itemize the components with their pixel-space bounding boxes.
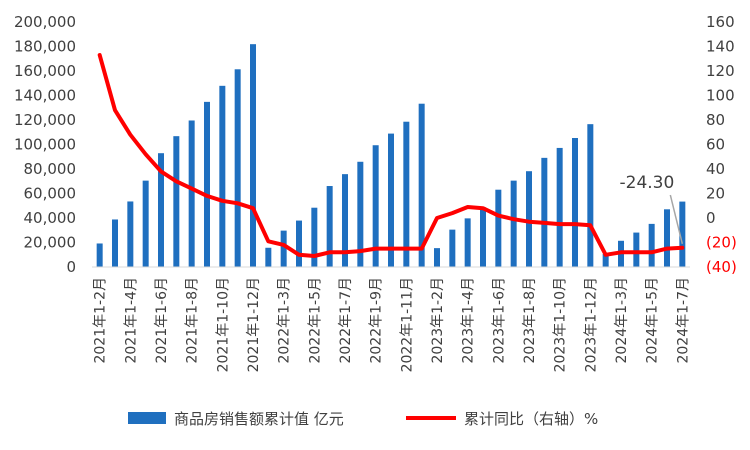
x-tick-label: 2024年1-3月 — [614, 277, 630, 364]
bar — [127, 201, 134, 267]
bar — [342, 174, 348, 267]
x-tick-label: 2022年1-11月 — [399, 277, 415, 372]
y-right-tick-label: 100 — [706, 87, 735, 105]
y-left-tick-label: 60,000 — [24, 185, 77, 203]
x-tick-label: 2021年1-12月 — [246, 277, 262, 372]
x-tick-label: 2021年1-4月 — [123, 277, 139, 364]
bar — [296, 220, 302, 267]
bar — [326, 186, 333, 267]
x-tick-label: 2021年1-2月 — [93, 277, 109, 364]
y-right-tick-label: (20) — [706, 234, 737, 252]
annotation-leader-line — [669, 194, 684, 244]
bar — [602, 254, 609, 267]
x-tick-label: 2023年1-2月 — [430, 277, 446, 364]
y-left-tick-label: 100,000 — [14, 136, 76, 154]
x-tick-label: 2023年1-12月 — [583, 277, 599, 372]
bar — [679, 201, 686, 267]
bar — [280, 230, 287, 267]
legend-bar-swatch — [128, 412, 166, 424]
x-tick-label: 2023年1-8月 — [522, 277, 538, 364]
legend-bar-label: 商品房销售额累计值 亿元 — [174, 410, 344, 428]
y-left-tick-label: 40,000 — [24, 209, 77, 227]
y-left-tick-label: 200,000 — [14, 13, 76, 31]
bar — [234, 69, 241, 267]
x-tick-label: 2024年1-7月 — [675, 277, 691, 364]
bar — [572, 138, 578, 267]
bar — [219, 85, 226, 267]
x-tick-label: 2023年1-10月 — [553, 277, 569, 372]
y-left-tick-label: 180,000 — [14, 38, 76, 56]
bar — [648, 223, 655, 267]
bar — [372, 145, 379, 267]
bar — [633, 232, 640, 267]
bar — [495, 189, 502, 267]
y-right-tick-label: 40 — [706, 160, 725, 178]
bar — [96, 243, 103, 267]
y-left-tick-label: 160,000 — [14, 62, 76, 80]
x-tick-label: 2021年1-10月 — [215, 277, 231, 372]
legend-line-label: 累计同比（右轴）% — [464, 410, 598, 428]
bar — [449, 229, 456, 267]
bar — [357, 161, 364, 267]
x-tick-label: 2021年1-8月 — [185, 277, 201, 364]
bar — [188, 120, 195, 268]
y-right-tick-label: 0 — [706, 209, 716, 227]
bar — [112, 219, 118, 267]
line-series — [97, 53, 685, 258]
bar — [403, 121, 410, 267]
y-left-tick-label: 140,000 — [14, 87, 76, 105]
bar — [464, 218, 471, 267]
x-tick-label: 2021年1-6月 — [154, 277, 170, 364]
bar — [265, 247, 272, 267]
y-right-tick-label: 60 — [706, 136, 725, 154]
bar — [142, 180, 149, 267]
y-right-tick-label: 80 — [706, 111, 725, 129]
bar — [311, 207, 318, 267]
bar — [587, 124, 594, 267]
bar — [480, 207, 486, 267]
bar — [556, 147, 563, 267]
x-tick-label: 2023年1-6月 — [491, 277, 507, 364]
y-right-tick-label: 120 — [706, 62, 735, 80]
x-tick-label: 2022年1-3月 — [277, 277, 293, 364]
bar — [664, 209, 670, 267]
annotation-label: -24.30 — [620, 173, 675, 193]
x-tick-label: 2022年1-7月 — [338, 277, 354, 364]
bar — [158, 153, 164, 267]
bar — [250, 44, 256, 267]
bar — [418, 103, 425, 268]
bar — [434, 248, 440, 267]
y-left-tick-label: 20,000 — [24, 234, 77, 252]
y-right-tick-label: 160 — [706, 13, 735, 31]
y-right-tick-label: (40) — [706, 258, 737, 276]
x-tick-label: 2022年1-5月 — [307, 277, 323, 364]
x-tick-label: 2023年1-4月 — [461, 277, 477, 364]
y-left-tick-label: 80,000 — [24, 160, 77, 178]
y-left-tick-label: 0 — [66, 258, 76, 276]
bar — [388, 133, 394, 267]
x-tick-label: 2022年1-9月 — [369, 277, 385, 364]
bar — [541, 157, 548, 267]
y-right-tick-label: 140 — [706, 38, 735, 56]
x-tick-label: 2024年1-5月 — [645, 277, 661, 364]
bar — [526, 171, 532, 267]
y-right-tick-label: 20 — [706, 185, 725, 203]
bar — [204, 101, 210, 268]
bar — [510, 180, 517, 267]
y-left-tick-label: 120,000 — [14, 111, 76, 129]
bar — [173, 136, 180, 267]
